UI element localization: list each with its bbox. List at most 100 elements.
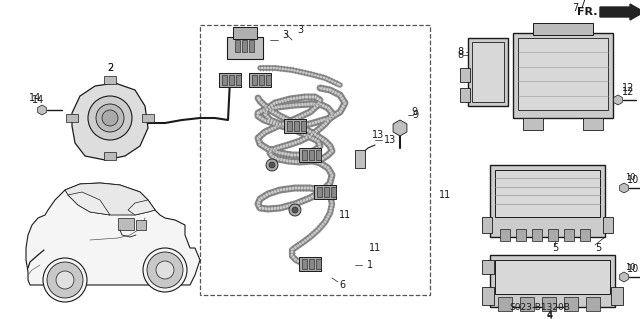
Text: 3: 3	[297, 25, 303, 35]
Polygon shape	[128, 200, 155, 215]
Bar	[136, 220, 146, 230]
Bar	[259, 75, 264, 85]
Bar	[66, 114, 78, 122]
Bar	[516, 229, 526, 241]
Bar	[533, 23, 593, 35]
Bar	[316, 150, 321, 160]
Circle shape	[143, 248, 187, 292]
Circle shape	[156, 261, 174, 279]
Polygon shape	[72, 83, 148, 160]
Bar	[580, 229, 590, 241]
Circle shape	[88, 96, 132, 140]
Circle shape	[102, 110, 118, 126]
Bar	[611, 287, 623, 305]
Text: 5: 5	[595, 243, 601, 253]
Text: 14: 14	[32, 95, 44, 105]
Polygon shape	[65, 183, 155, 215]
Text: 10: 10	[625, 174, 636, 182]
Bar	[513, 33, 613, 118]
Polygon shape	[38, 105, 46, 115]
Text: 11: 11	[339, 210, 351, 220]
Text: 12: 12	[622, 83, 634, 93]
Polygon shape	[620, 183, 628, 193]
Text: 13: 13	[372, 130, 384, 140]
Bar	[603, 217, 613, 233]
Text: 12: 12	[622, 87, 634, 97]
Bar	[482, 260, 494, 274]
Bar	[500, 229, 510, 241]
Bar	[309, 150, 314, 160]
Bar	[252, 75, 257, 85]
Circle shape	[47, 262, 83, 298]
Bar	[523, 118, 543, 130]
Text: 3: 3	[282, 30, 288, 40]
Bar	[227, 37, 263, 59]
Circle shape	[292, 207, 298, 213]
Bar	[324, 187, 329, 197]
Bar	[236, 75, 241, 85]
Bar	[104, 152, 116, 160]
Bar	[331, 187, 336, 197]
Polygon shape	[393, 120, 407, 136]
Bar	[104, 76, 116, 84]
Bar	[482, 217, 492, 233]
Bar	[309, 259, 314, 269]
Bar	[468, 38, 508, 106]
Bar	[242, 40, 247, 52]
Bar	[249, 40, 254, 52]
Polygon shape	[26, 183, 200, 285]
Bar	[520, 297, 534, 311]
Bar	[495, 170, 600, 217]
Bar	[314, 185, 336, 199]
Bar	[548, 229, 558, 241]
Bar	[235, 40, 240, 52]
Text: 4: 4	[547, 311, 553, 319]
Bar	[266, 75, 271, 85]
Bar	[490, 165, 605, 237]
Text: FR.: FR.	[577, 7, 597, 17]
Text: 2: 2	[107, 63, 113, 73]
Bar	[460, 88, 470, 102]
Text: S023-B1320B: S023-B1320B	[509, 303, 570, 313]
Text: 6: 6	[339, 280, 345, 290]
Text: 8: 8	[457, 47, 463, 57]
Bar	[284, 119, 306, 133]
FancyArrow shape	[600, 4, 640, 20]
Bar	[498, 297, 512, 311]
Polygon shape	[620, 272, 628, 282]
Bar	[495, 260, 610, 294]
Text: 8: 8	[457, 50, 463, 60]
Circle shape	[96, 104, 124, 132]
Text: 10: 10	[627, 175, 639, 185]
Circle shape	[56, 271, 74, 289]
Bar	[583, 118, 603, 130]
Circle shape	[147, 252, 183, 288]
Bar	[532, 229, 542, 241]
Circle shape	[289, 204, 301, 216]
Polygon shape	[68, 192, 110, 215]
Bar	[142, 114, 154, 122]
Polygon shape	[614, 95, 622, 105]
Text: 4: 4	[547, 310, 553, 319]
Text: 7: 7	[572, 3, 578, 13]
Bar	[229, 75, 234, 85]
Bar	[302, 259, 307, 269]
Bar	[586, 297, 600, 311]
Text: 1: 1	[367, 260, 373, 270]
Bar	[482, 287, 494, 305]
Bar	[564, 229, 574, 241]
Bar	[301, 121, 306, 131]
Text: 9: 9	[412, 110, 418, 120]
Text: 7: 7	[579, 0, 585, 9]
Text: 5: 5	[552, 243, 558, 253]
Text: 9: 9	[411, 107, 417, 117]
Bar	[564, 297, 578, 311]
Bar	[233, 27, 257, 39]
Bar	[294, 121, 299, 131]
Bar	[118, 218, 134, 230]
Text: 2: 2	[107, 63, 113, 73]
Circle shape	[43, 258, 87, 302]
Bar	[460, 68, 470, 82]
Bar	[249, 73, 271, 87]
Circle shape	[266, 159, 278, 171]
